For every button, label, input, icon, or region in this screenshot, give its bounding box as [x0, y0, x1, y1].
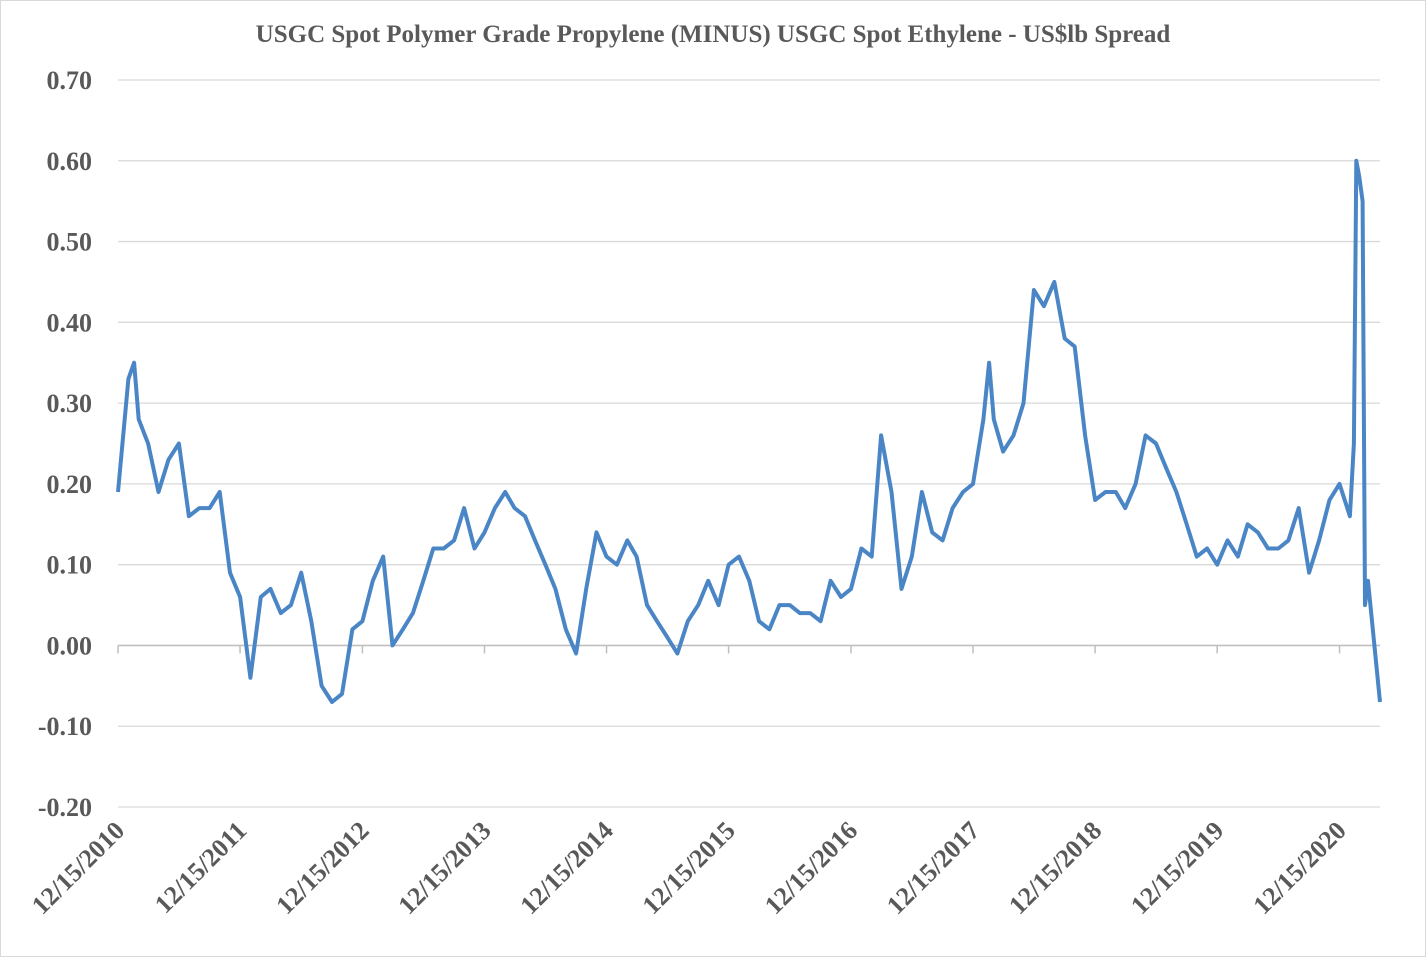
chart-title: USGC Spot Polymer Grade Propylene (MINUS…: [256, 21, 1171, 48]
y-tick-label: 0.40: [47, 308, 93, 337]
y-tick-label: -0.10: [38, 712, 92, 741]
y-tick-label: 0.50: [47, 228, 93, 257]
y-tick-label: 0.20: [47, 470, 93, 499]
y-tick-label: 0.30: [47, 389, 93, 418]
y-tick-label: -0.20: [38, 793, 92, 822]
y-tick-label: 0.60: [47, 147, 93, 176]
y-tick-label: 0.70: [47, 66, 93, 95]
y-tick-label: 0.00: [47, 631, 93, 660]
line-series: [116, 158, 1382, 704]
y-tick-label: 0.10: [47, 551, 93, 580]
